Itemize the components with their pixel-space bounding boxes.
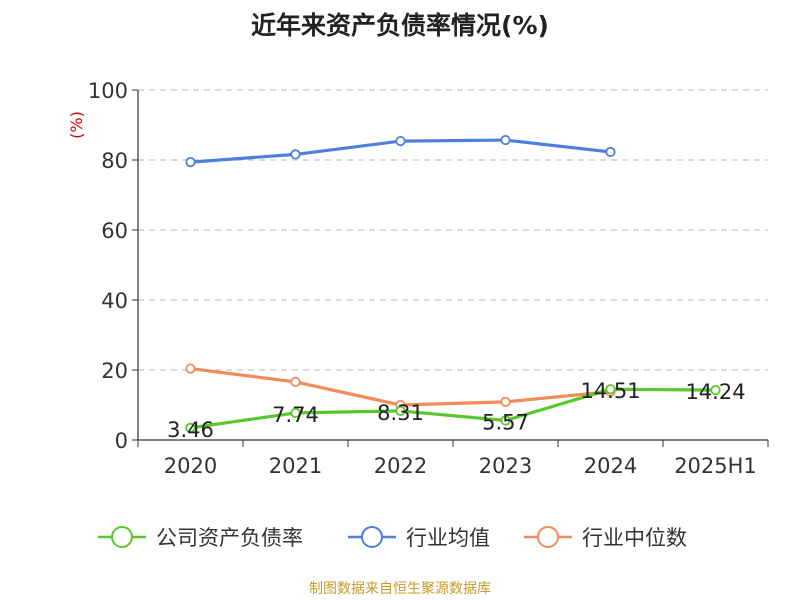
y-axis-unit-label: (%) [67,111,86,139]
x-tick-label: 2023 [479,454,532,478]
data-point [605,384,616,395]
legend-marker [111,526,133,548]
series-line [190,387,716,430]
chart-title: 近年来资产负债率情况(%) [251,11,549,40]
data-label: 8.31 [377,401,424,425]
data-point [500,134,511,146]
y-tick-label: 0 [115,429,128,453]
data-point [500,415,511,426]
data-point [185,422,196,433]
legend-label: 行业均值 [406,526,490,550]
x-tick-label: 2020 [164,454,217,478]
y-tick-label: 60 [101,219,128,243]
legend-marker [361,526,383,548]
data-label: 7.74 [272,403,319,427]
data-point [395,136,406,147]
legend-label: 公司资产负债率 [156,526,303,550]
x-tick-label: 2025H1 [674,454,757,478]
data-point [290,376,301,387]
data-point [605,146,616,158]
series-line [190,367,611,407]
y-tick-label: 40 [101,289,128,313]
x-tick-label: 2024 [584,454,637,478]
x-tick-label: 2021 [269,454,322,478]
data-point [500,396,511,407]
data-label: 3.46 [167,418,214,442]
data-point [395,405,406,417]
data-point [290,149,301,160]
x-tick-label: 2022 [374,454,427,478]
source-note: 制图数据来自恒生聚源数据库 [309,581,491,597]
legend-marker [537,526,559,548]
y-tick-label: 80 [101,149,128,173]
data-point [290,407,301,419]
data-point [710,385,721,396]
data-point [185,157,196,168]
data-label: 5.57 [482,411,529,435]
y-tick-label: 20 [101,359,128,383]
data-point [185,363,196,374]
y-tick-label: 100 [88,79,128,103]
legend-label: 行业中位数 [582,526,687,550]
data-label: 14.24 [685,380,745,404]
data-label: 14.51 [580,379,640,403]
